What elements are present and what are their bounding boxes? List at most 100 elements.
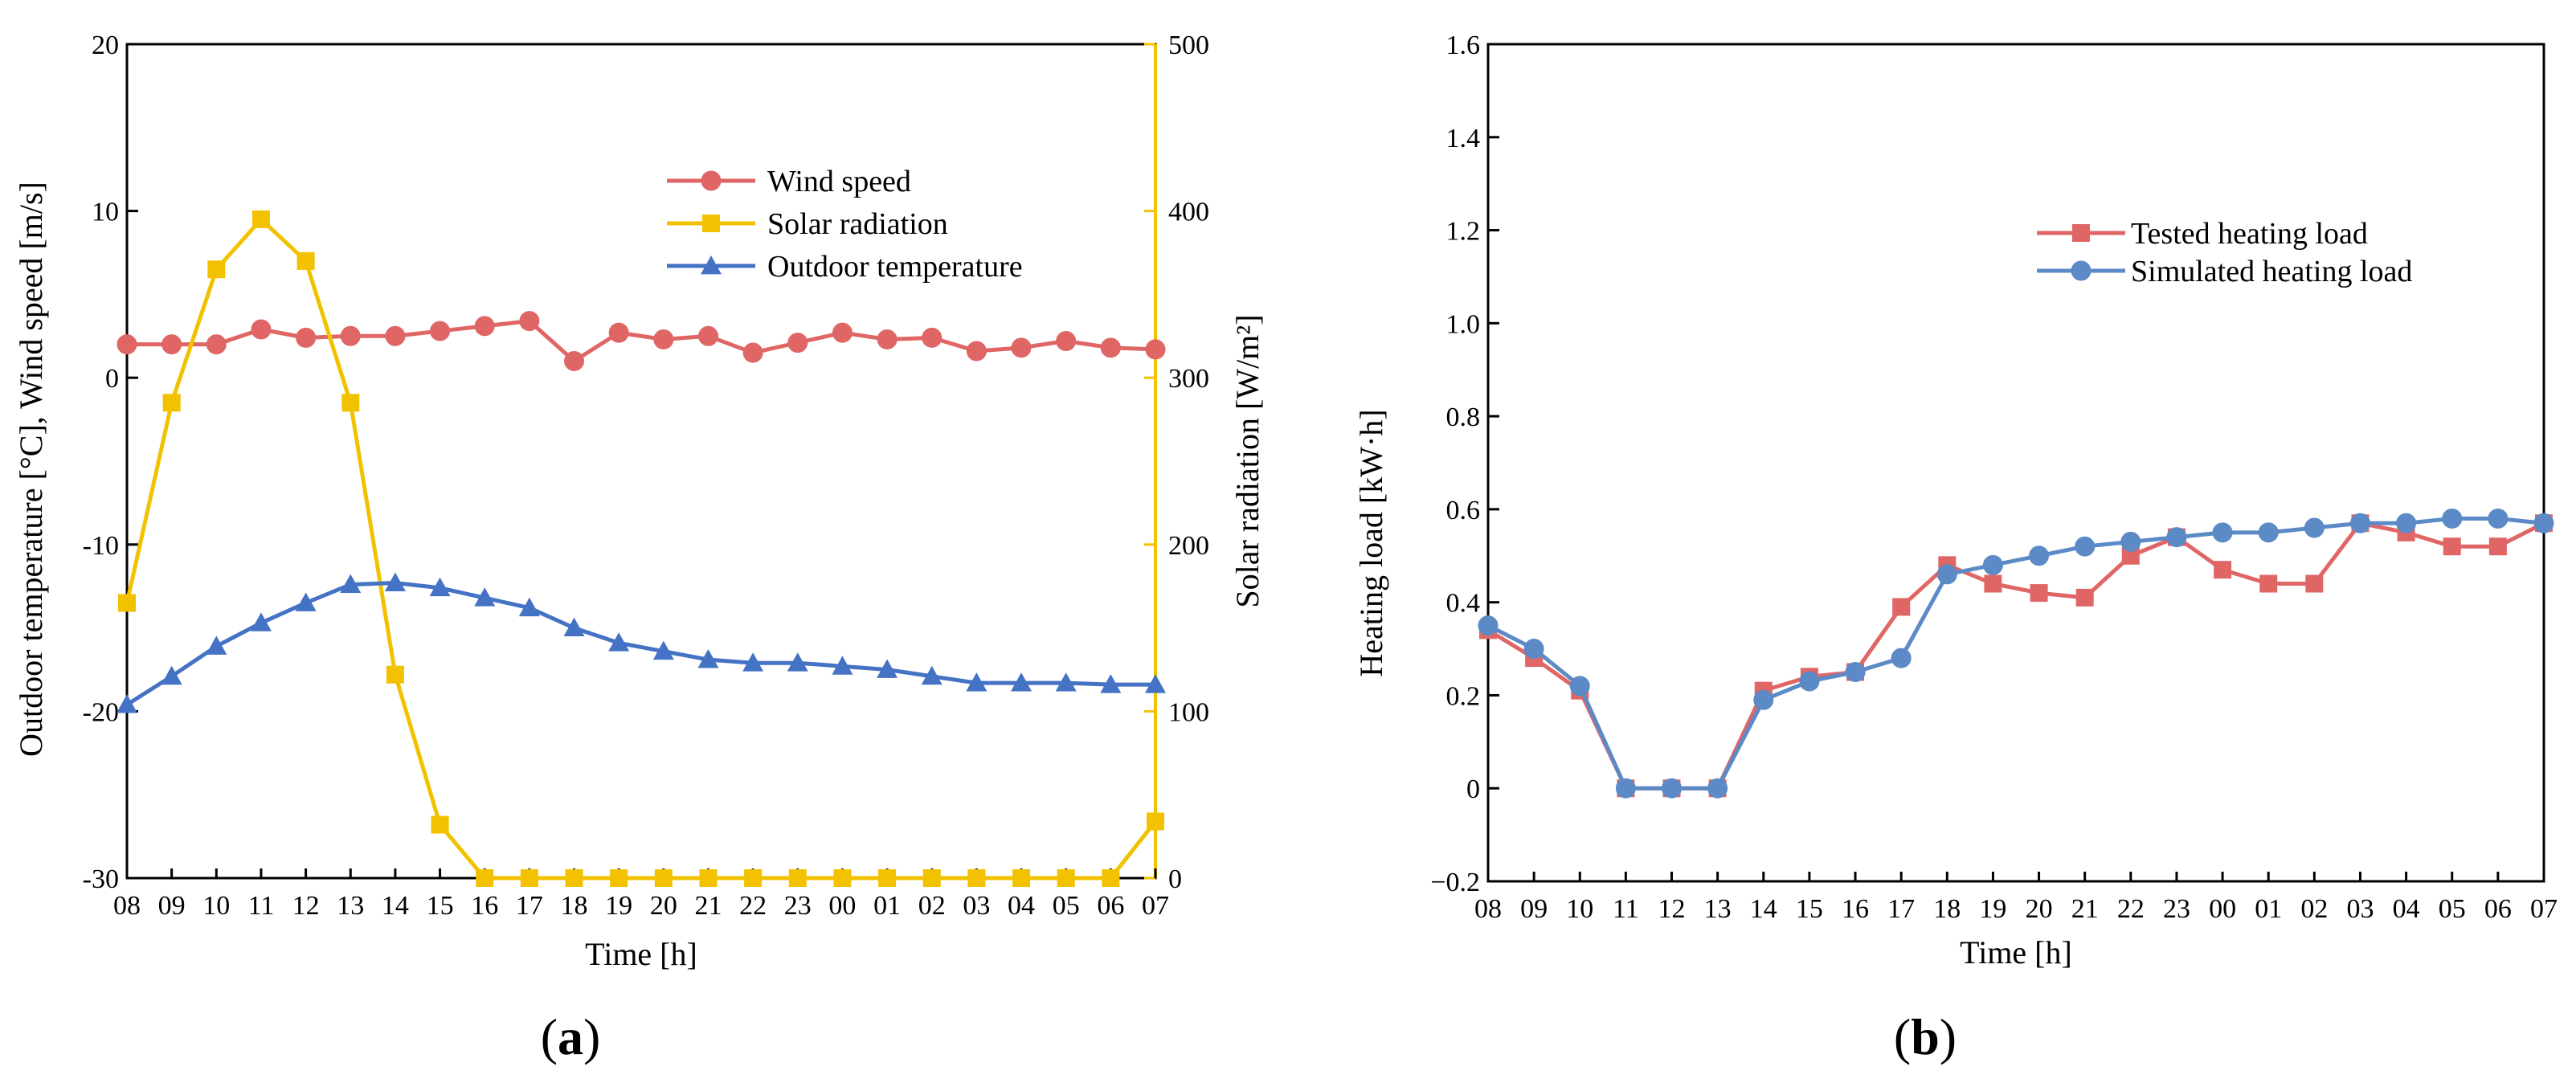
panel-b-x-tick-label: 15 [1796, 894, 1823, 924]
panel-b-series-1-point [2075, 536, 2096, 557]
panel-a-series-0-point [966, 341, 987, 362]
panel-b-y-ticks: −0.2 0 0.2 0.4 0.6 0.8 1.0 1.2 1.4 1.6 [1430, 31, 1499, 897]
panel-b-series-0-point [2488, 537, 2507, 556]
panel-b-plot-frame [1486, 43, 2545, 883]
panel-a-series-0-point [519, 311, 540, 332]
panel-b-x-tick-label: 18 [1933, 894, 1961, 924]
panel-b-series-1-point [1982, 554, 2003, 575]
panel-a-series-0-point [1011, 337, 1032, 358]
panel-a-x-tick-label: 14 [382, 891, 409, 921]
panel-b-y-tick-label: 1.2 [1446, 217, 1481, 247]
panel-b-paren-open: ( [1894, 1008, 1911, 1065]
panel-b-series-group [1478, 508, 2554, 799]
panel-a-series-0-point [564, 350, 585, 371]
panel-a-series-0-point [877, 329, 898, 349]
panel-a-series-1-point [967, 869, 986, 887]
panel-a-paren-open: ( [541, 1008, 558, 1065]
panel-a-series-0-point [251, 319, 272, 340]
panel-a-x-tick-label: 13 [337, 891, 364, 921]
panel-b-x-tick-label: 12 [1658, 894, 1686, 924]
panel-a-series-line-2 [125, 581, 1155, 707]
panel-b-x-tick-label: 16 [1842, 894, 1869, 924]
panel-a-x-tick-label: 04 [1008, 891, 1035, 921]
panel-b-series-0-point [2121, 546, 2140, 565]
panel-b-series-1-point [2258, 522, 2279, 543]
panel-a-x-tick-label: 07 [1142, 891, 1169, 921]
panel-a-x-tick-label: 09 [158, 891, 186, 921]
panel-b-x-ticks: 08 09 10 11 12 13 14 15 16 17 18 19 20 21 22 23 00 01 02 03… [1474, 872, 2558, 924]
panel-b-x-tick-label: 14 [1750, 894, 1777, 924]
panel-a-x-tick-label: 20 [650, 891, 677, 921]
panel-a-series-2-point [877, 659, 898, 678]
panel-a-x-tick-label: 01 [873, 891, 901, 921]
panel-a-right-y-axis-label: Solar radiation [W/m²] [1229, 314, 1266, 607]
panel-b-series-1-point [1799, 671, 1820, 692]
panel-b-x-tick-label: 13 [1704, 894, 1732, 924]
panel-b-series-1-point [1891, 648, 1912, 668]
panel-a-x-tick-label: 22 [739, 891, 767, 921]
panel-b-series-1-point [2166, 527, 2187, 548]
panel-b-x-tick-label: 10 [1566, 894, 1593, 924]
panel-b-x-tick-label: 01 [2255, 894, 2282, 924]
panel-a-series-0-point [608, 322, 629, 343]
panel-a-series-2-point [787, 652, 808, 672]
panel-a-series-2-point [474, 587, 496, 607]
panel-a-left-tick-label: -20 [83, 697, 119, 727]
panel-b-x-axis-label: Time [h] [1960, 934, 2072, 970]
panel-a-series-0-point [697, 325, 718, 346]
panel-a-series-2-point [921, 665, 942, 685]
panel-b-series-1-point [1845, 662, 1866, 682]
panel-a-series-1-point [1102, 869, 1120, 887]
panel-a-right-tick-label: 0 [1168, 864, 1182, 894]
panel-a-series-1-point [788, 869, 807, 887]
panel-b-series-0-point [2075, 588, 2094, 607]
panel-a-x-tick-label: 00 [828, 891, 856, 921]
panel-a-left-tick-label: 20 [92, 31, 119, 60]
panel-b-series-1-point [2349, 513, 2370, 533]
panel-b-x-tick-label: 17 [1887, 894, 1915, 924]
panel-b-x-tick-label: 00 [2209, 894, 2236, 924]
panel-a-legend-marker [701, 170, 722, 191]
panel-a-series-1-point [162, 394, 181, 412]
panel-b-series-0-point [2259, 574, 2278, 593]
panel-a-series-0-point [1100, 337, 1121, 358]
panel-a-series-0-point [162, 334, 182, 355]
panel-a-series-0-point [832, 322, 853, 343]
panel-b-y-tick-label: −0.2 [1430, 868, 1480, 897]
panel-a-x-tick-label: 17 [516, 891, 543, 921]
panel-a-left-tick-label: -10 [83, 531, 119, 561]
panel-a-series-line-1 [125, 217, 1157, 881]
panel-a-series-2-point [518, 597, 540, 617]
panel-a-x-tick-label: 08 [113, 891, 141, 921]
panel-b-x-tick-label: 03 [2346, 894, 2374, 924]
panel-b-series-line-0 [1486, 521, 2545, 791]
panel-a-x-tick-label: 06 [1097, 891, 1124, 921]
panel-a-series-1-point [744, 869, 763, 887]
panel-a-series-line-0 [127, 319, 1156, 363]
panel-b-y-tick-label: 0.8 [1446, 402, 1481, 432]
panel-a-series-1-point [207, 260, 226, 279]
panel-a-series-1-point [699, 869, 718, 887]
panel-b-chart: −0.2 0 0.2 0.4 0.6 0.8 1.0 1.2 1.4 1.6 08 09 10 11 12… [1353, 31, 2558, 1065]
panel-a-right-tick-label: 300 [1168, 364, 1209, 394]
panel-a-series-2-point [250, 612, 272, 631]
panel-b-series-0-point [1984, 574, 2002, 593]
panel-a-series-0-point [117, 334, 137, 355]
panel-a-series-0-point [340, 325, 361, 346]
panel-a-right-tick-label: 400 [1168, 198, 1209, 227]
panel-b-series-1-point [1523, 639, 1544, 660]
panel-b-series-1-point [1569, 676, 1590, 697]
panel-a-legend-label: Outdoor temperature [767, 250, 1023, 284]
panel-a-series-2-point [608, 632, 630, 652]
panel-b-series-1-point [1478, 615, 1499, 636]
panel-b-series-1-point [1615, 778, 1636, 799]
panel-a-legend-label: Solar radiation [767, 207, 948, 241]
panel-a-series-2-point [697, 649, 719, 668]
panel-a-series-0-point [787, 333, 808, 353]
panel-b-series-1-point [2396, 513, 2417, 533]
panel-a-series-2-point [966, 672, 987, 692]
panel-a-series-1-point [654, 869, 673, 887]
panel-b-x-tick-label: 11 [1613, 894, 1639, 924]
panel-a-x-tick-label: 16 [471, 891, 498, 921]
